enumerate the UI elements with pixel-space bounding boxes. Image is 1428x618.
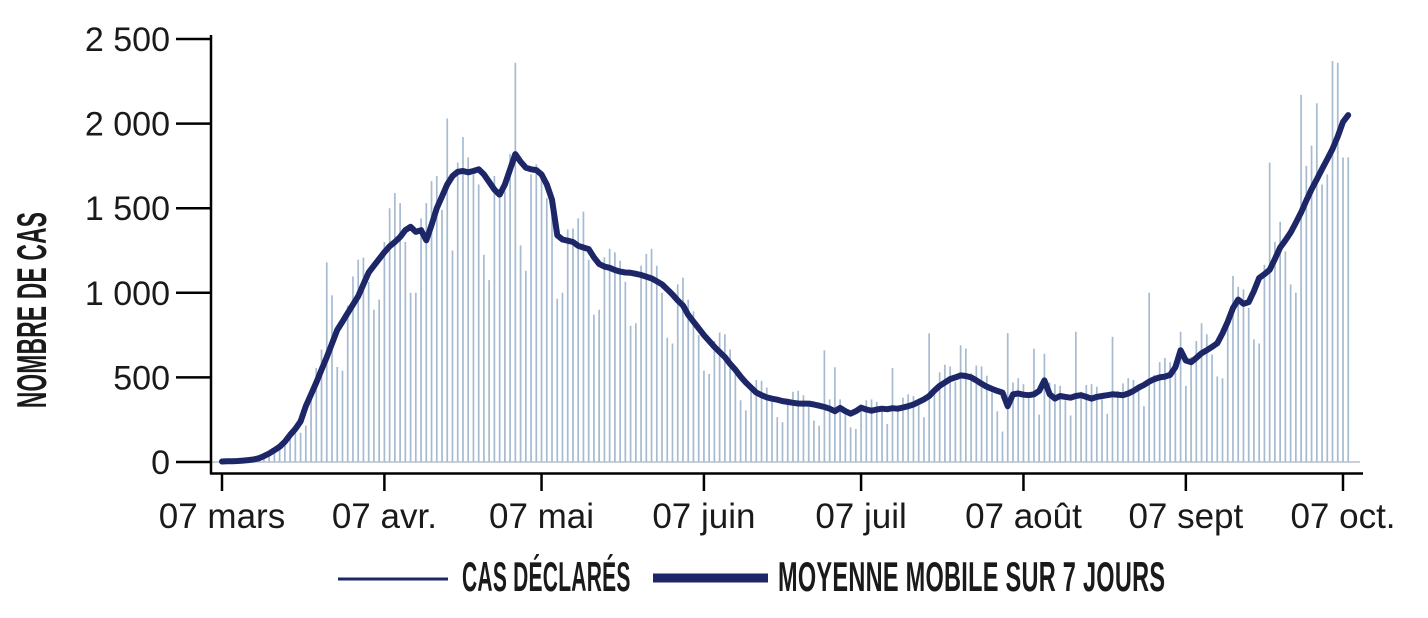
- y-tick-label: 500: [113, 359, 170, 397]
- y-axis-title-group: NOMBRE DE CAS: [9, 212, 56, 408]
- y-tick-label: 1 500: [85, 190, 170, 228]
- y-tick-label: 2 500: [85, 21, 170, 59]
- y-tick-label: 2 000: [85, 106, 170, 144]
- y-tick-label: 1 000: [85, 275, 170, 313]
- x-tick-label: 07 sept: [1128, 497, 1243, 536]
- x-axis-ticks: 07 mars 07 avr. 07 mai 07 juin 07 juil 07 aoû…: [159, 474, 1396, 536]
- x-tick-label: 07 mai: [489, 497, 594, 536]
- legend-average-label-group: MOYENNE MOBILE SUR 7 JOURS: [778, 554, 1165, 601]
- x-tick-label: 07 oct.: [1290, 497, 1395, 536]
- moving-average-line: [219, 112, 1352, 465]
- legend-cases-label: CAS DÉCLARÉS: [462, 553, 631, 601]
- x-tick-label: 07 juin: [652, 497, 755, 536]
- legend-cases-label-group: CAS DÉCLARÉS: [462, 553, 631, 601]
- legend: CAS DÉCLARÉS MOYENNE MOBILE SUR 7 JOURS: [338, 553, 1165, 601]
- x-tick-label: 07 août: [965, 497, 1082, 536]
- x-tick-label: 07 mars: [159, 497, 285, 536]
- x-tick-label: 07 juil: [815, 497, 906, 536]
- y-axis-ticks: 0 500 1 000 1 500 2 000 2 500: [85, 21, 210, 482]
- legend-average-label: MOYENNE MOBILE SUR 7 JOURS: [778, 554, 1165, 601]
- y-tick-label: 0: [151, 444, 170, 482]
- x-tick-label: 07 avr.: [332, 497, 437, 536]
- y-axis-title: NOMBRE DE CAS: [9, 212, 56, 408]
